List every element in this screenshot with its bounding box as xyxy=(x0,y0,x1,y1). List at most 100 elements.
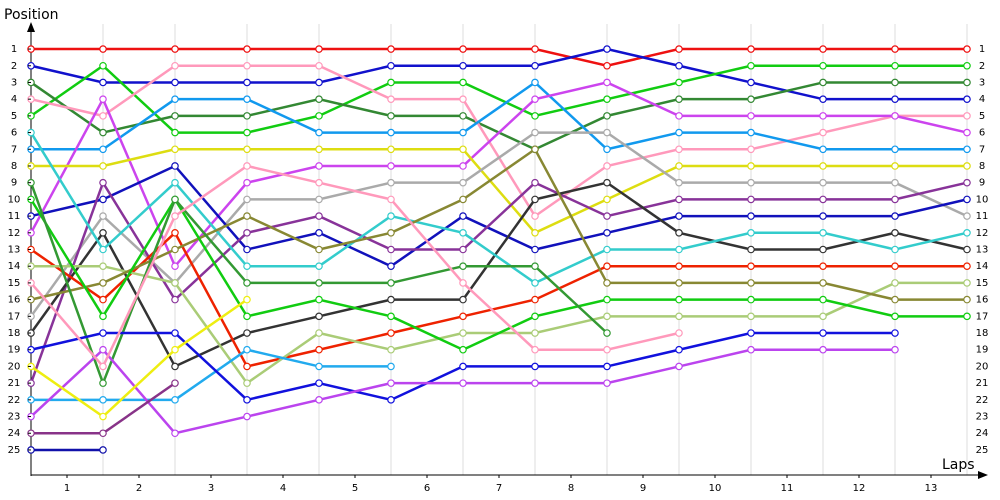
point xyxy=(747,128,755,137)
point xyxy=(747,245,755,254)
y-tick-label: 2 xyxy=(11,61,17,72)
point xyxy=(531,45,539,53)
point xyxy=(675,145,683,154)
point xyxy=(891,329,899,337)
point xyxy=(963,162,971,170)
y-tick-label: 21 xyxy=(8,378,21,389)
point xyxy=(675,312,683,321)
point xyxy=(819,61,827,70)
point xyxy=(387,61,395,70)
point xyxy=(99,329,107,337)
point xyxy=(603,345,611,354)
y-tick-label: 9 xyxy=(11,178,17,189)
point xyxy=(747,162,755,170)
point xyxy=(387,329,395,337)
point xyxy=(387,195,395,204)
point xyxy=(243,195,251,204)
point xyxy=(675,178,683,187)
point xyxy=(243,245,251,254)
x-tick-label: 6 xyxy=(424,483,430,494)
point xyxy=(891,45,899,53)
y-tick-label-right: 24 xyxy=(976,428,989,439)
point xyxy=(171,112,179,120)
point xyxy=(99,195,107,204)
y-tick-label-right: 10 xyxy=(976,194,989,205)
point xyxy=(99,245,107,254)
point xyxy=(459,329,467,337)
y-tick-label: 20 xyxy=(8,361,21,372)
point xyxy=(243,162,251,170)
point xyxy=(747,195,755,204)
point xyxy=(315,78,323,87)
point xyxy=(387,212,395,220)
point xyxy=(675,95,683,103)
point xyxy=(99,61,107,70)
point xyxy=(315,228,323,237)
y-tick-label: 7 xyxy=(11,144,17,155)
y-tick-label-right: 9 xyxy=(979,178,985,189)
x-tick-label: 8 xyxy=(568,483,574,494)
point xyxy=(747,279,755,287)
point xyxy=(531,195,539,204)
point xyxy=(963,128,971,137)
point xyxy=(891,245,899,254)
point xyxy=(243,362,251,371)
point xyxy=(387,279,395,287)
y-tick-label: 1 xyxy=(11,44,17,55)
point xyxy=(891,295,899,304)
point xyxy=(603,312,611,321)
point xyxy=(171,362,179,371)
point xyxy=(315,145,323,154)
point xyxy=(747,145,755,154)
y-tick-label-right: 4 xyxy=(979,94,985,105)
point xyxy=(963,228,971,237)
y-tick-label: 12 xyxy=(8,228,21,239)
point xyxy=(747,262,755,271)
series-line xyxy=(31,80,967,151)
point xyxy=(99,362,107,371)
point xyxy=(891,61,899,70)
series-line xyxy=(30,164,968,268)
point xyxy=(531,61,539,70)
point xyxy=(675,345,683,354)
point xyxy=(171,95,179,103)
y-tick-label-right: 2 xyxy=(979,61,985,72)
point xyxy=(459,45,467,53)
point xyxy=(387,295,395,304)
series-line xyxy=(30,164,680,369)
point xyxy=(531,279,539,287)
point xyxy=(243,228,251,237)
point xyxy=(315,45,323,53)
point xyxy=(387,145,395,154)
point xyxy=(747,78,755,87)
point xyxy=(459,262,467,271)
point xyxy=(459,78,467,87)
point xyxy=(963,145,971,154)
y-tick-label: 13 xyxy=(8,245,21,256)
y-axis-arrow xyxy=(27,22,35,32)
y-tick-label-right: 20 xyxy=(976,361,989,372)
point xyxy=(459,362,467,371)
point xyxy=(891,178,899,187)
point xyxy=(459,228,467,237)
point xyxy=(99,379,107,387)
point xyxy=(315,195,323,204)
point xyxy=(747,212,755,220)
point xyxy=(387,128,395,137)
point xyxy=(819,345,827,354)
y-tick-label-right: 7 xyxy=(979,144,985,155)
point xyxy=(675,78,683,87)
series-line xyxy=(30,47,967,101)
point xyxy=(99,45,107,53)
point xyxy=(675,228,683,237)
y-tick-label: 10 xyxy=(8,194,21,205)
point xyxy=(171,345,179,354)
point xyxy=(387,245,395,254)
point xyxy=(99,162,107,170)
point xyxy=(819,95,827,103)
y-tick-label-right: 19 xyxy=(976,345,989,356)
point xyxy=(315,128,323,137)
point xyxy=(99,78,107,87)
y-tick-label-right: 12 xyxy=(976,228,989,239)
point xyxy=(171,379,179,387)
